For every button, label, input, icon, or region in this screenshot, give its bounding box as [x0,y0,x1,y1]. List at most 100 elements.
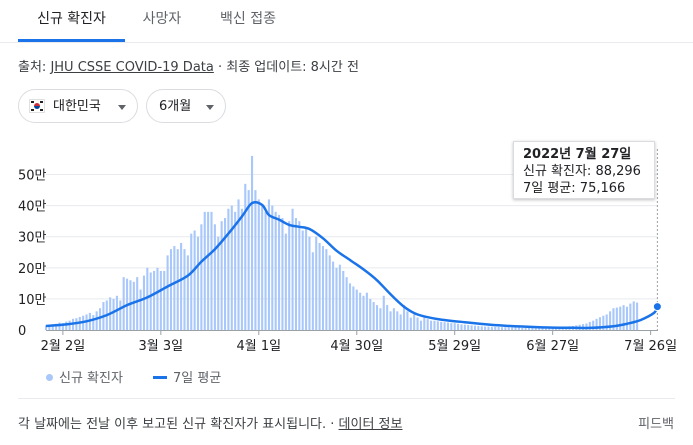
case-bar [332,261,335,330]
chart-gridlines [46,174,658,331]
case-bar [386,305,389,330]
case-bar [281,218,284,330]
case-bar [207,211,210,330]
case-bar [305,227,308,330]
case-bar [254,190,257,330]
region-dropdown[interactable]: 대한민국 [18,89,138,123]
case-bar [392,308,395,330]
case-bar [480,326,483,330]
case-bar [203,211,206,330]
legend-new-cases-label: 신규 확진자 [59,371,123,386]
case-bar [355,289,358,330]
case-bar [95,311,98,330]
case-bar [612,308,615,330]
case-bar [460,324,463,330]
x-tick-label: 5월 29일 [428,339,481,354]
case-bar [230,205,233,330]
case-bar [463,324,466,330]
case-bar [301,230,304,330]
case-bar [500,327,504,330]
case-bar [139,289,142,330]
data-info-link[interactable]: 데이터 정보 [338,417,403,432]
case-bar [629,303,632,330]
case-bar [234,211,237,330]
x-tick-label: 3월 3일 [139,339,184,354]
region-label: 대한민국 [53,99,101,114]
case-bar [342,270,345,330]
case-bar [359,292,362,330]
case-bar [200,224,203,330]
case-bar [237,199,240,330]
case-bar [602,315,605,330]
chevron-down-icon [118,105,126,110]
case-bar [223,218,227,330]
case-bar [65,321,68,330]
case-bar [291,208,294,330]
average-line-path [45,201,659,330]
case-bar [507,327,510,330]
case-bar [497,326,500,330]
case-bar [369,298,372,330]
case-bar [146,267,149,330]
case-bar [183,249,186,330]
case-bar [487,326,490,330]
case-bar [430,320,433,330]
case-bar [345,277,348,330]
case-bar [605,314,608,330]
divider [18,398,675,399]
case-bar [406,311,409,330]
tooltip-new-cases: 신규 확진자: 88,296 [523,164,641,179]
source-link[interactable]: JHU CSSE COVID-19 Data [50,60,214,75]
case-bar [68,320,71,330]
case-bar [257,199,260,330]
tab-deaths[interactable]: 사망자 [142,11,182,27]
case-bar [352,286,355,330]
chart-hover-cursor [652,149,662,330]
case-bar [588,321,591,330]
legend-line-icon [153,376,167,379]
source-prefix: 출처: [18,60,51,75]
tab-new-cases[interactable]: 신규 확진자 [18,0,125,42]
case-bar [375,305,379,330]
x-tick-label: 7월 26일 [624,339,677,354]
case-bar [636,302,639,330]
case-bar [409,317,412,330]
feedback-link[interactable]: 피드백 [638,417,674,432]
x-tick-label: 6월 27일 [526,339,579,354]
case-bar [531,327,534,330]
x-tick-label: 2월 2일 [41,339,86,354]
legend-new-cases: 신규 확진자 [46,367,123,386]
tab-vaccinations[interactable]: 백신 접종 [220,11,276,27]
case-bar [372,302,375,330]
case-bar [426,319,429,330]
case-bar [419,320,422,330]
case-bar [473,325,477,330]
case-bar [348,283,352,330]
case-bar [163,270,166,330]
case-bar [193,230,196,330]
case-bar [61,323,64,330]
case-bar [379,308,382,330]
case-bar [413,314,416,330]
case-bar [467,325,470,330]
case-bar [615,307,618,330]
last-updated: · 최종 업데이트: 8시간 전 [213,60,359,75]
case-bar [416,317,419,330]
case-bar [453,323,456,330]
case-bar [51,324,54,330]
case-bar [544,327,547,330]
case-bar [213,224,216,330]
case-bar [278,214,281,330]
case-bar [521,327,524,330]
cases-chart[interactable]: 0 10만 20만 30만 40만 50만 2월 2일 3월 3일 4월 1일 4월 30일 5월… [0,130,693,362]
case-bar [190,233,193,330]
period-dropdown[interactable]: 6개월 [146,89,226,123]
case-bar [517,327,520,330]
case-bar [149,272,152,330]
case-bar [244,183,247,330]
case-bar [176,249,179,330]
case-bar [403,305,406,330]
tab-bar: 신규 확진자 사망자 백신 접종 [0,0,693,43]
case-bar [598,317,601,330]
case-bar [396,311,399,330]
